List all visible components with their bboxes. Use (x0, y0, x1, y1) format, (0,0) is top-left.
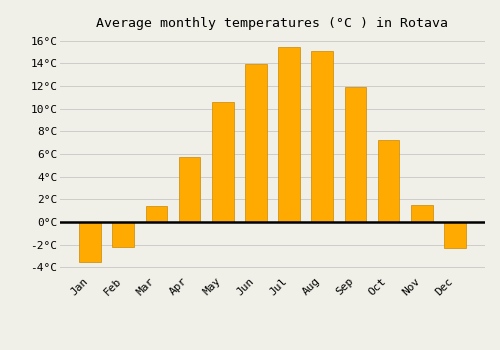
Bar (112, 222, 134, 247)
Bar (278, 48, 300, 222)
Bar (80, 222, 101, 262)
Bar (179, 158, 201, 222)
Bar (212, 102, 234, 222)
Bar (411, 205, 432, 222)
Bar (444, 222, 466, 248)
Bar (378, 140, 400, 222)
Bar (245, 64, 266, 222)
Bar (146, 206, 167, 222)
Title: Average monthly temperatures (°C ) in Rotava: Average monthly temperatures (°C ) in Ro… (96, 17, 448, 30)
Bar (312, 51, 333, 222)
Bar (344, 87, 366, 222)
